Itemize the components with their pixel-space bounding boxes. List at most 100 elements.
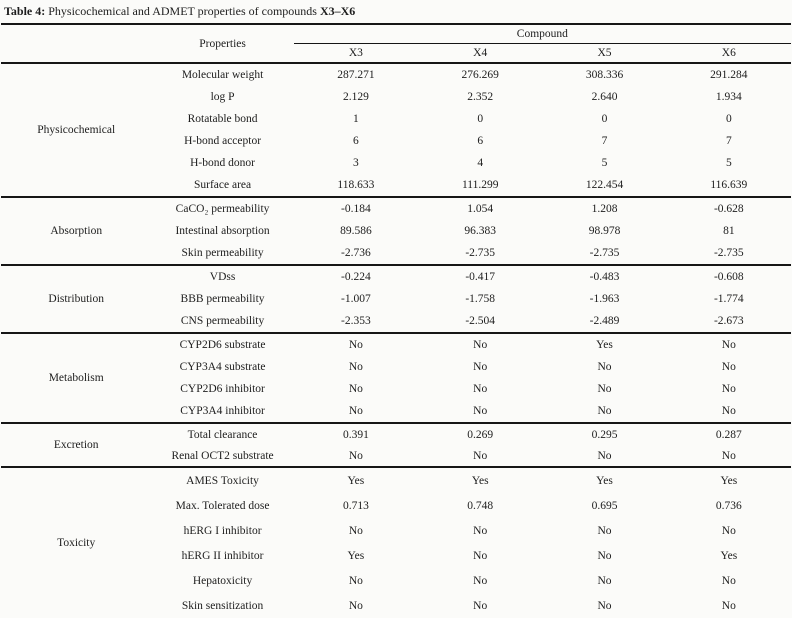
header-row-group: Properties Compound [1, 24, 791, 50]
value-cell: No [597, 449, 612, 462]
table-header: Properties Compound X3 X4 X5 X6 [1, 24, 791, 63]
value-cell: No [473, 339, 488, 351]
value-cell: No [597, 361, 612, 373]
table-row: H-bond donor 3 4 5 5 [1, 152, 791, 174]
property-cell: hERG II inhibitor [181, 549, 264, 562]
value-cell: 0 [601, 113, 608, 125]
value-cell: No [721, 405, 736, 417]
value-cell: Yes [596, 339, 613, 351]
table-row: Intestinal absorption 89.586 96.383 98.978 8… [1, 220, 791, 242]
value-cell: -2.735 [589, 247, 620, 259]
property-cell: Rotatable bond [187, 113, 258, 125]
section-label: Excretion [53, 439, 99, 451]
property-cell: CYP3A4 substrate [179, 361, 266, 373]
value-cell: Yes [720, 549, 738, 562]
value-cell: 1 [353, 113, 359, 125]
section-label: Absorption [50, 225, 103, 237]
table-row: CYP3A4 substrate No No No No [1, 356, 791, 378]
column-header-x4: X4 [473, 47, 488, 59]
value-cell: 6 [353, 135, 359, 147]
value-cell: No [473, 383, 488, 395]
value-cell: -0.224 [341, 271, 371, 283]
section-label: Metabolism [48, 372, 104, 384]
value-cell: 2.129 [342, 91, 369, 103]
value-cell: No [473, 599, 488, 612]
value-cell: 0.269 [467, 428, 494, 441]
value-cell: No [597, 383, 612, 395]
property-cell: BBB permeability [180, 293, 265, 305]
property-cell: Hepatoxicity [192, 574, 253, 587]
value-cell: 4 [477, 157, 484, 169]
table-caption-text: Physicochemical and ADMET properties of … [45, 4, 320, 18]
value-cell: No [597, 599, 612, 612]
value-cell: 3 [353, 157, 359, 169]
value-cell: -2.735 [465, 247, 496, 259]
value-cell: 308.336 [585, 69, 624, 81]
value-cell: No [597, 549, 612, 562]
table-row: CYP2D6 inhibitor No No No No [1, 378, 791, 400]
value-cell: 111.299 [461, 179, 499, 191]
column-header-x3: X3 [348, 47, 363, 59]
column-header-x5: X5 [597, 47, 612, 59]
property-cell: log P [210, 91, 235, 103]
property-cell: Surface area [193, 179, 252, 191]
value-cell: No [597, 574, 612, 587]
value-cell: No [721, 339, 736, 351]
table-row: Skin sensitization No No No No [1, 593, 791, 618]
value-cell: No [348, 599, 363, 612]
value-cell: No [348, 383, 363, 395]
value-cell: 81 [723, 225, 735, 237]
value-cell: Yes [471, 474, 489, 487]
value-cell: 0 [477, 113, 484, 125]
value-cell: No [721, 383, 736, 395]
table-row: Rotatable bond 1 0 0 0 [1, 108, 791, 130]
table-row: BBB permeability -1.007 -1.758 -1.963 -1.774 [1, 288, 791, 310]
value-cell: -2.736 [341, 247, 371, 259]
value-cell: -2.504 [465, 315, 496, 327]
property-cell: Max. Tolerated dose [175, 499, 270, 512]
property-cell: CNS permeability [180, 315, 265, 327]
value-cell: -1.963 [589, 293, 620, 305]
value-cell: 98.978 [588, 225, 621, 237]
value-cell: -0.184 [341, 203, 371, 215]
value-cell: 5 [601, 157, 608, 169]
table-row: Absorption CaCO₂ permeability -0.184 1.054 1… [1, 197, 791, 237]
table-row: hERG II inhibitor Yes No No Yes [1, 543, 791, 568]
section-excretion: Excretion Total clearance 0.391 0.269 0.295 0… [1, 423, 791, 467]
table-row: Excretion Total clearance 0.391 0.269 0.295 0… [1, 423, 791, 452]
value-cell: No [473, 405, 488, 417]
value-cell: 7 [725, 135, 732, 147]
compound-group-header: Compound [293, 24, 791, 44]
column-header-x6: X6 [721, 47, 736, 59]
table-row: log P 2.129 2.352 2.640 1.934 [1, 86, 791, 108]
section-label: Physicochemical [37, 124, 116, 136]
value-cell: No [473, 524, 488, 537]
value-cell: 2.352 [467, 91, 494, 103]
value-cell: 0.736 [715, 499, 742, 512]
table-caption: Table 4: Physicochemical and ADMET prope… [0, 3, 792, 23]
table-row: Physicochemical Molecular weight 287.271 27… [1, 63, 791, 136]
property-cell: CaCO₂ permeability [175, 203, 270, 215]
property-cell: H-bond donor [190, 157, 255, 169]
value-cell: 1.208 [591, 203, 618, 215]
property-cell: Molecular weight [181, 69, 264, 81]
table-row: Hepatoxicity No No No No [1, 568, 791, 593]
value-cell: No [473, 549, 488, 562]
table-row: H-bond acceptor 6 6 7 7 [1, 130, 791, 152]
property-cell: Skin permeability [181, 247, 264, 259]
table-row: Renal OCT2 substrate No No No No [1, 445, 791, 467]
section-toxicity: Toxicity AMES Toxicity Yes Yes Yes Yes Max. To… [1, 467, 791, 618]
property-cell: CYP3A4 inhibitor [180, 405, 265, 417]
value-cell: 276.269 [461, 69, 499, 81]
value-cell: No [473, 361, 488, 373]
value-cell: -0.608 [713, 271, 744, 283]
value-cell: 1.934 [715, 91, 742, 103]
value-cell: No [473, 574, 488, 587]
table-row: hERG I inhibitor No No No No [1, 518, 791, 543]
value-cell: No [721, 361, 736, 373]
table-row: Skin permeability -2.736 -2.735 -2.735 -2.73… [1, 242, 791, 265]
property-cell: hERG I inhibitor [183, 524, 262, 537]
value-cell: 1.054 [467, 203, 494, 215]
property-cell: VDss [209, 271, 236, 283]
value-cell: -1.007 [341, 293, 371, 305]
